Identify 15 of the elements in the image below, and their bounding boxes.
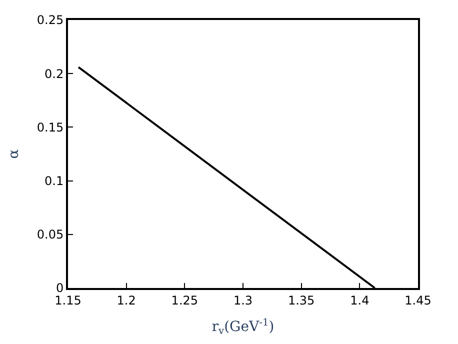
y-tick-label: 0.1 — [44, 174, 64, 188]
x-tick-label: 1.2 — [116, 293, 136, 308]
y-tick-label: 0.15 — [36, 120, 64, 134]
x-tick-label: 1.35 — [288, 293, 315, 308]
y-tick-label: 0 — [56, 281, 64, 296]
y-tick-label: 0.2 — [44, 66, 64, 81]
y-axis-title: α — [6, 148, 22, 159]
x-tick-label: 1.15 — [54, 293, 82, 308]
y-tick-label: 0.25 — [36, 13, 64, 28]
x-axis-title: r$_{v}$(GeV$^{-1}$) — [212, 317, 274, 338]
x-tick-label: 1.25 — [171, 293, 198, 308]
y-tick-label: 0.05 — [36, 228, 64, 242]
x-tick-label: 1.45 — [404, 293, 432, 308]
x-tick-label: 1.4 — [350, 293, 370, 308]
x-tick-label: 1.3 — [233, 293, 253, 308]
